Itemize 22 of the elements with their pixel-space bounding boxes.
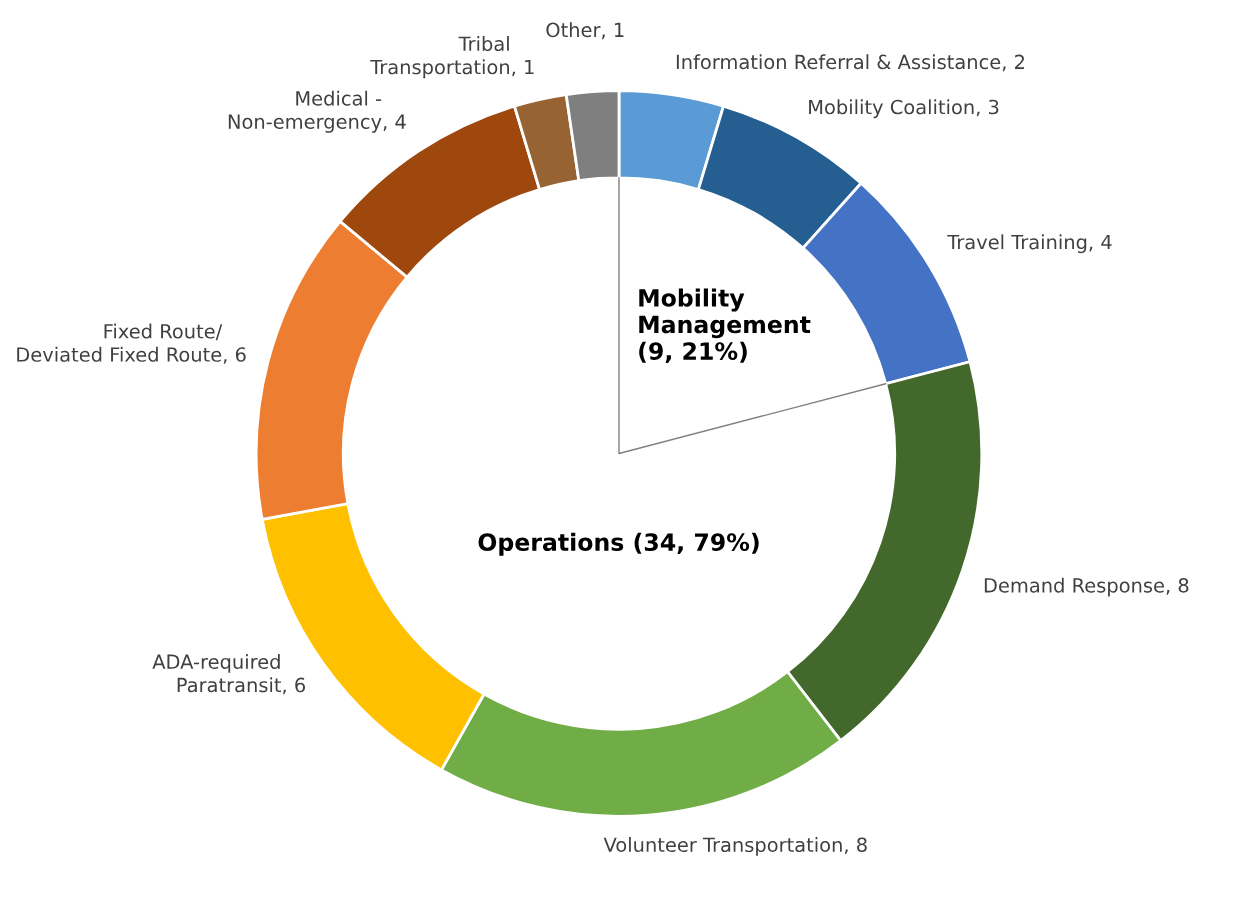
slice-label: Tribal Transportation: [370, 36, 510, 79]
data-label: , 4: [383, 114, 406, 131]
data-label: , 3: [976, 99, 999, 117]
slice-label: Demand Response: [984, 577, 1164, 597]
data-label: , 1: [512, 59, 534, 77]
data-label: , 1: [601, 22, 624, 40]
slice-label: Information Referral & Assistance: [676, 54, 1001, 70]
data-label: , 4: [1089, 234, 1112, 252]
slice-label: Medical - Non-emergency: [228, 90, 382, 133]
slice-label: Volunteer Transportation: [603, 837, 842, 856]
slice-label: Mobility Coalition: [809, 99, 974, 119]
data-label: , 8: [1166, 578, 1189, 595]
text: Mobility Management (9, 21%): [639, 288, 811, 364]
slice-label: ADA-required Paratransit: [152, 654, 282, 693]
slice-label: Other: [546, 22, 601, 38]
slice-label: Travel Training: [947, 234, 1087, 254]
slice-label: Fixed Route/ Deviated Fixed Route: [17, 323, 223, 362]
data-label: , 6: [223, 347, 246, 364]
data-label: , 8: [844, 837, 867, 855]
text: Operations (34, 79%): [478, 532, 759, 556]
data-label: , 6: [283, 677, 306, 695]
data-label: , 2: [1002, 54, 1025, 72]
